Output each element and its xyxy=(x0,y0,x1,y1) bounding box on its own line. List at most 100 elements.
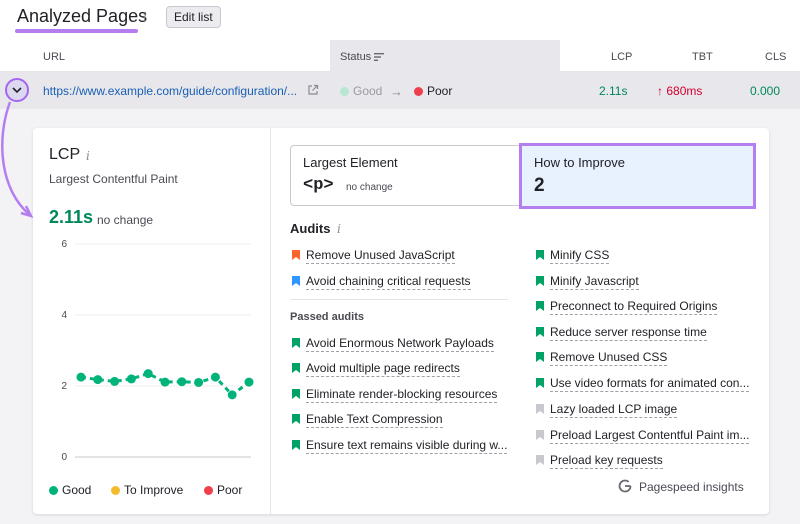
audit-item-eliminate-render-blocking-resources[interactable]: Eliminate render-blocking resources xyxy=(292,387,498,403)
column-cls[interactable]: CLS xyxy=(765,51,787,63)
audit-label: Preload Largest Contentful Paint im... xyxy=(550,428,750,444)
audit-label: Ensure text remains visible during w... xyxy=(306,438,508,454)
audit-label: Minify CSS xyxy=(550,248,610,264)
data-point[interactable] xyxy=(110,376,120,386)
lcp-value: 2.11s xyxy=(599,84,628,98)
audit-item-ensure-text-remains-visible-during-w[interactable]: Ensure text remains visible during w... xyxy=(292,438,508,454)
y-tick-label: 0 xyxy=(61,452,67,461)
table-row[interactable] xyxy=(0,72,800,109)
audit-item-lazy-loaded-lcp-image[interactable]: Lazy loaded LCP image xyxy=(536,402,678,418)
column-status-label: Status xyxy=(340,51,372,63)
audit-label: Use video formats for animated con... xyxy=(550,376,750,392)
good-dot-icon xyxy=(340,87,349,97)
bookmark-icon xyxy=(292,440,300,450)
audit-label: Eliminate render-blocking resources xyxy=(306,387,498,403)
audit-label: Remove Unused JavaScript xyxy=(306,248,455,264)
y-tick-label: 4 xyxy=(61,310,67,321)
status-current-label: Poor xyxy=(427,84,453,98)
legend-poor-label: Poor xyxy=(217,483,243,497)
audit-label: Avoid Enormous Network Payloads xyxy=(306,336,494,352)
info-icon[interactable]: i xyxy=(143,10,147,24)
how-to-improve-title: How to Improve xyxy=(534,155,626,170)
column-lcp[interactable]: LCP xyxy=(611,51,633,63)
legend-poor-dot xyxy=(204,486,213,496)
bookmark-icon xyxy=(292,389,300,399)
audit-item-remove-unused-css[interactable]: Remove Unused CSS xyxy=(536,350,668,366)
bookmark-icon xyxy=(536,301,544,311)
audit-label: Preconnect to Required Origins xyxy=(550,299,718,315)
page-url-link[interactable]: https://www.example.com/guide/configurat… xyxy=(43,84,298,98)
title-underline xyxy=(15,29,138,33)
legend-to-improve: To Improve xyxy=(111,483,183,497)
data-point[interactable] xyxy=(244,377,254,387)
column-tbt[interactable]: TBT xyxy=(692,51,713,63)
bookmark-icon xyxy=(292,338,300,348)
audit-item-preload-largest-contentful-paint-im[interactable]: Preload Largest Contentful Paint im... xyxy=(536,428,750,444)
poor-dot-icon xyxy=(414,87,423,97)
annotation-arrow xyxy=(1,101,34,219)
bookmark-icon xyxy=(292,276,300,286)
arrow-up-icon: ↑ xyxy=(657,84,663,98)
audit-item-use-video-formats-for-animated-con[interactable]: Use video formats for animated con... xyxy=(536,376,750,392)
bookmark-icon xyxy=(536,276,544,286)
bookmark-icon xyxy=(292,250,300,260)
audit-item-remove-unused-javascript[interactable]: Remove Unused JavaScript xyxy=(292,248,455,264)
data-point[interactable] xyxy=(194,377,204,387)
tbt-value-text: 680ms xyxy=(666,84,703,98)
edit-list-button[interactable]: Edit list xyxy=(166,6,221,28)
audit-label: Enable Text Compression xyxy=(306,412,443,428)
bookmark-icon xyxy=(536,327,544,337)
column-url[interactable]: URL xyxy=(43,51,66,63)
expand-row-button[interactable] xyxy=(5,78,29,102)
data-point[interactable] xyxy=(160,377,170,387)
arrow-right-icon: → xyxy=(390,84,403,99)
data-point[interactable] xyxy=(126,374,136,384)
bookmark-icon xyxy=(292,414,300,424)
chevron-down-icon xyxy=(12,86,22,93)
legend-to-improve-label: To Improve xyxy=(124,483,184,497)
bookmark-icon xyxy=(536,404,544,414)
legend-to-improve-dot xyxy=(111,486,120,496)
audit-item-enable-text-compression[interactable]: Enable Text Compression xyxy=(292,412,443,428)
audits-info-icon[interactable]: i xyxy=(337,222,341,236)
bookmark-icon xyxy=(292,363,300,373)
data-point[interactable] xyxy=(210,372,220,382)
audit-item-avoid-multiple-page-redirects[interactable]: Avoid multiple page redirects xyxy=(292,361,460,377)
audit-label: Avoid multiple page redirects xyxy=(306,361,460,377)
table-header: URL Status LCP TBT CLS xyxy=(0,40,800,72)
data-point[interactable] xyxy=(227,390,237,400)
audit-item-preload-key-requests[interactable]: Preload key requests xyxy=(536,453,663,469)
audit-item-avoid-enormous-network-payloads[interactable]: Avoid Enormous Network Payloads xyxy=(292,336,494,352)
pagespeed-insights-link[interactable]: Pagespeed insights xyxy=(639,480,744,494)
audit-item-reduce-server-response-time[interactable]: Reduce server response time xyxy=(536,325,707,341)
lcp-trend-chart: 6 4 2 0 xyxy=(61,239,254,461)
legend-good-dot xyxy=(49,486,58,496)
audit-item-minify-javascript[interactable]: Minify Javascript xyxy=(536,274,639,290)
how-to-improve-count: 2 xyxy=(534,175,545,196)
audit-label: Avoid chaining critical requests xyxy=(306,274,471,290)
metric-info-icon[interactable]: i xyxy=(86,149,90,163)
audits-title: Audits xyxy=(290,221,331,236)
audit-item-minify-css[interactable]: Minify CSS xyxy=(536,248,610,264)
external-link-icon[interactable] xyxy=(307,84,319,96)
data-point[interactable] xyxy=(143,369,153,379)
bookmark-icon xyxy=(536,352,544,362)
status-column-highlight xyxy=(330,40,560,72)
largest-element-change: no change xyxy=(346,182,393,193)
column-status[interactable]: Status xyxy=(340,51,385,63)
data-point[interactable] xyxy=(76,372,86,382)
data-point[interactable] xyxy=(93,375,103,385)
header-bar xyxy=(0,0,800,40)
status-previous-label: Good xyxy=(353,84,383,98)
data-point[interactable] xyxy=(177,377,187,387)
audit-item-avoid-chaining-critical-requests[interactable]: Avoid chaining critical requests xyxy=(292,274,471,290)
audit-item-preconnect-to-required-origins[interactable]: Preconnect to Required Origins xyxy=(536,299,718,315)
largest-element-title: Largest Element xyxy=(303,155,398,170)
status-previous: Good xyxy=(340,84,382,98)
sort-icon[interactable] xyxy=(374,53,385,62)
largest-element-card[interactable] xyxy=(290,145,522,206)
how-to-improve-card[interactable] xyxy=(519,143,756,209)
cls-value: 0.000 xyxy=(750,84,781,98)
bookmark-icon xyxy=(536,455,544,465)
metric-change: no change xyxy=(97,213,154,227)
